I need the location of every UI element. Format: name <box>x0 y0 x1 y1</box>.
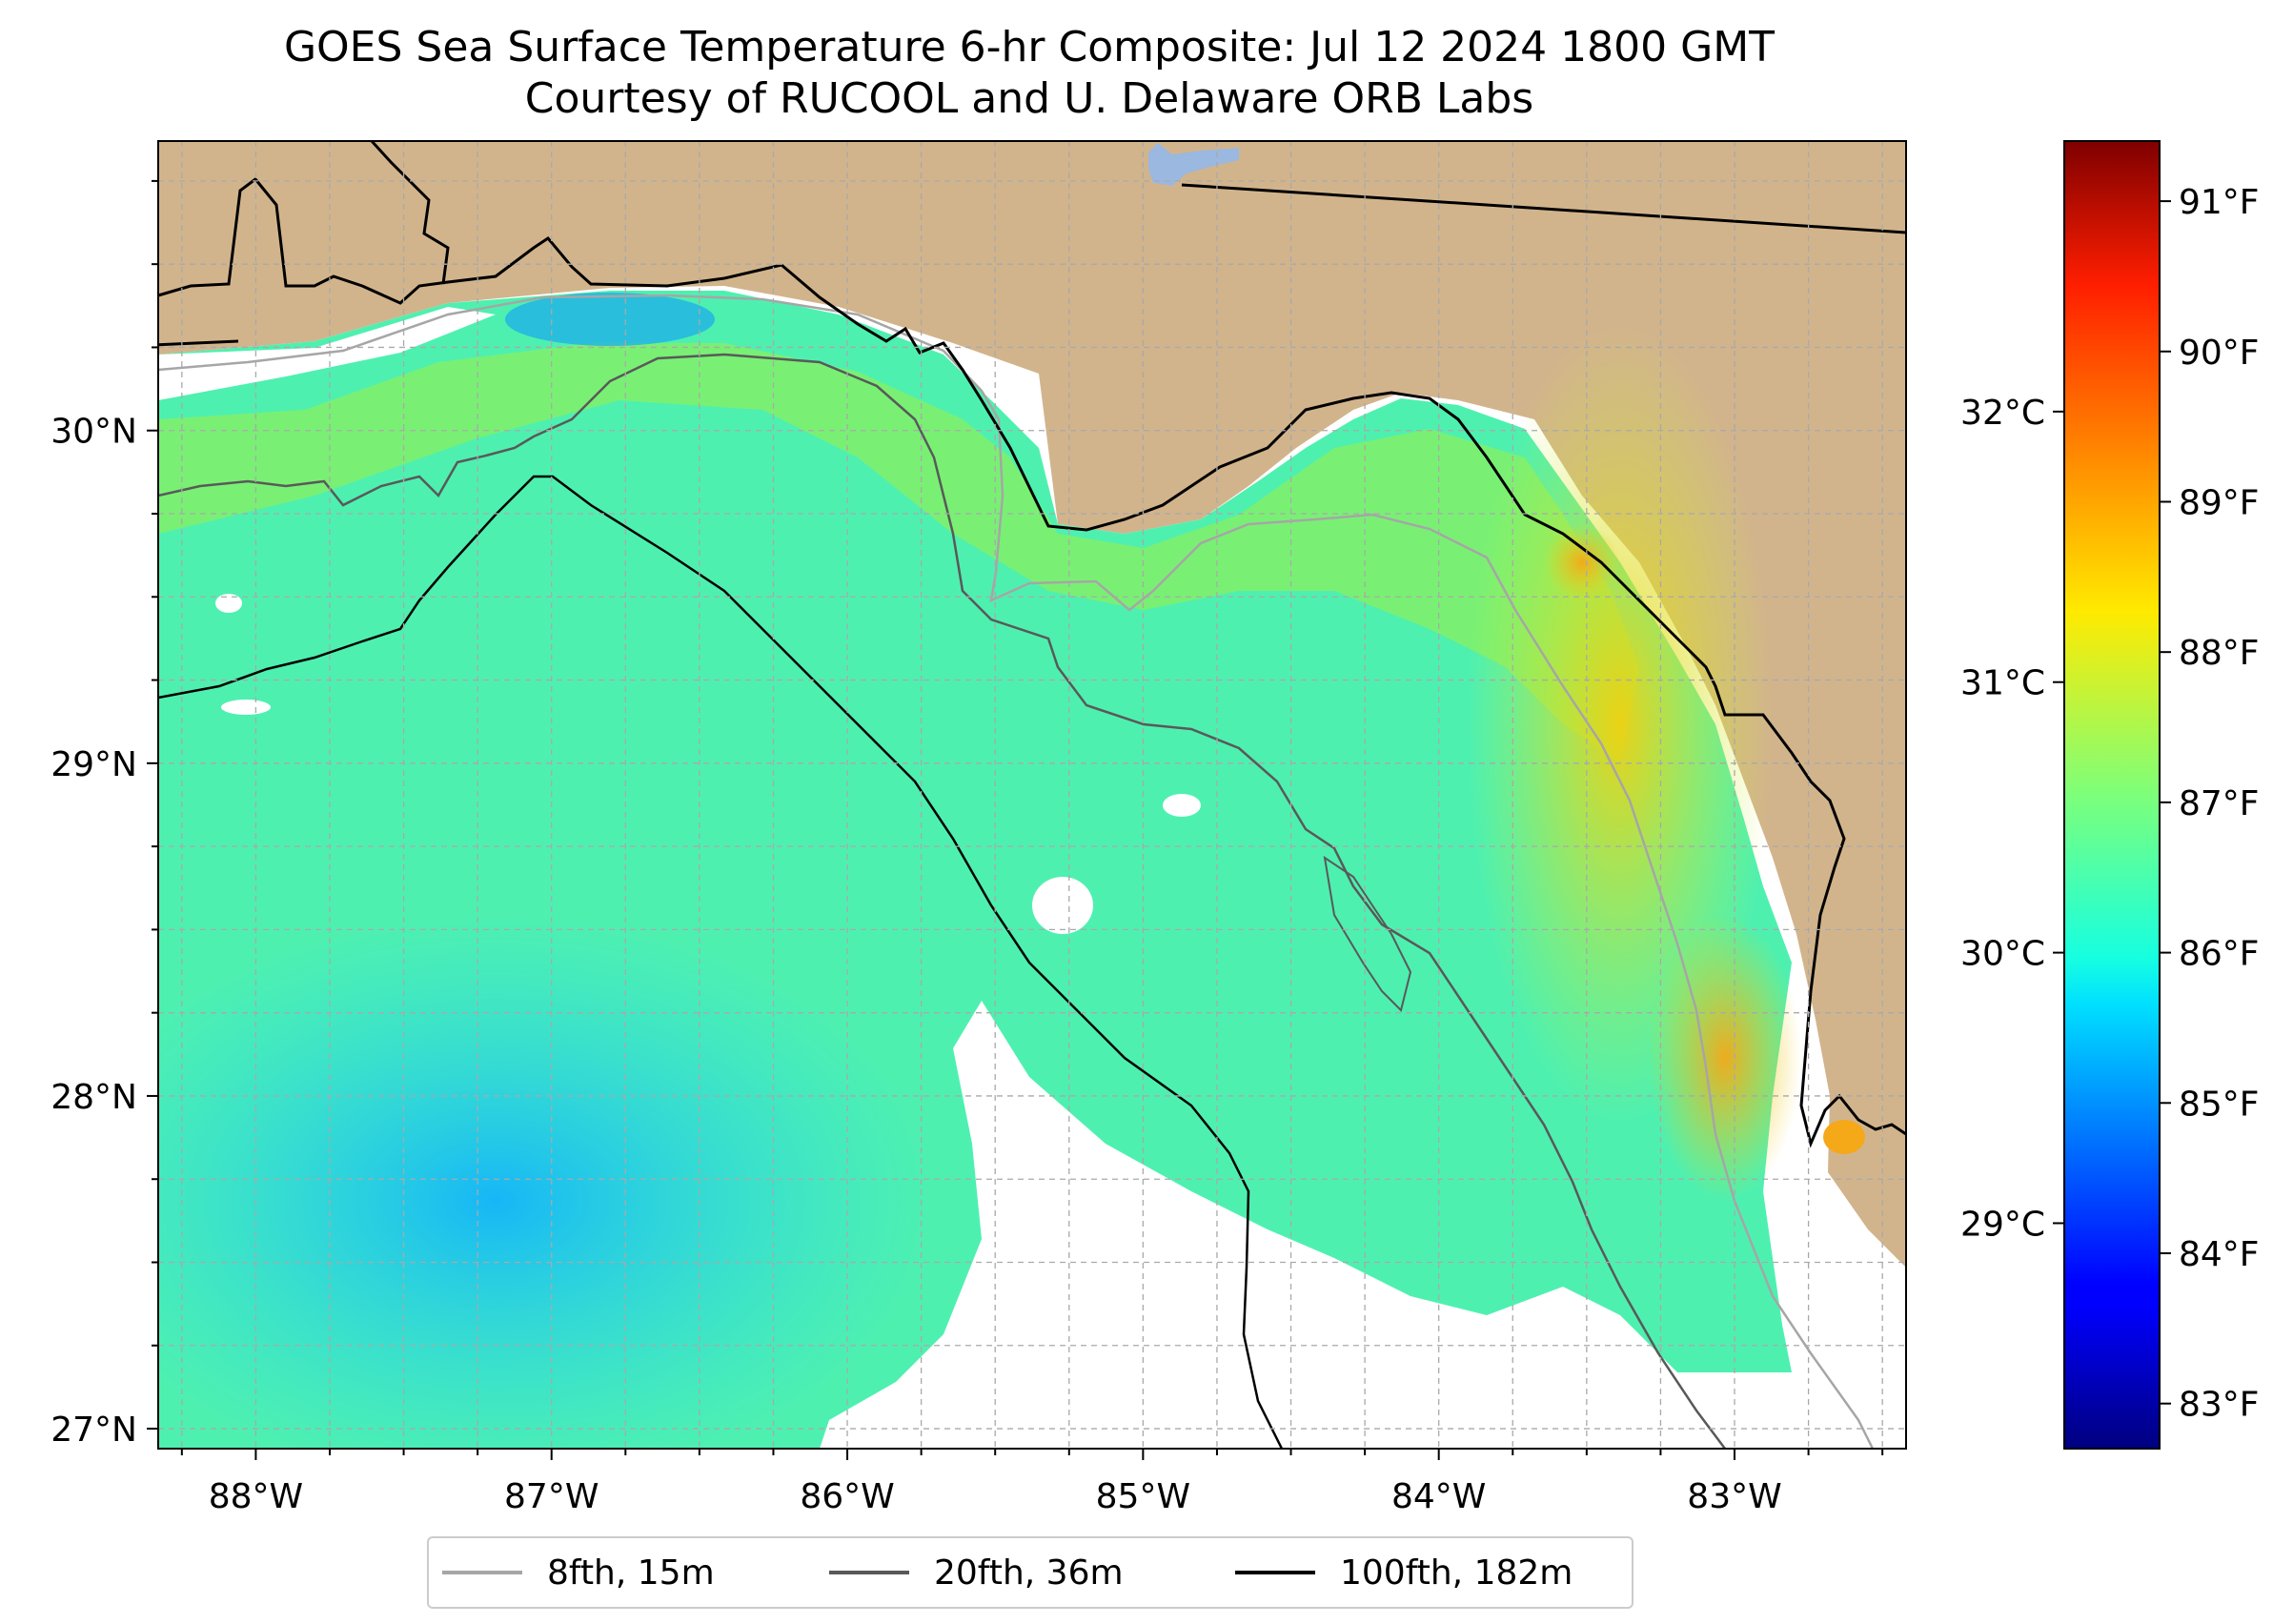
colorbar-f-label: 89°F <box>2179 483 2260 522</box>
map-frame <box>157 140 1907 1450</box>
coastline <box>158 176 1906 1148</box>
legend-label: 100fth, 182m <box>1340 1553 1573 1593</box>
warm-area-cedar-key <box>1649 915 1801 1201</box>
colorbar-f-label: 86°F <box>2179 935 2260 974</box>
legend-label: 20fth, 36m <box>934 1553 1124 1593</box>
legend: 8fth, 15m 20fth, 36m 100fth, 182m <box>427 1536 1634 1609</box>
legend-swatch <box>1235 1571 1315 1574</box>
legend-label: 8fth, 15m <box>547 1553 715 1593</box>
colorbar-c-label: 29°C <box>1960 1205 2045 1244</box>
cool-area-southwest <box>158 915 934 1449</box>
colorbar-f-label: 88°F <box>2179 634 2260 673</box>
depth-contour-100fth <box>158 475 1284 1449</box>
lat-tick-label: 27°N <box>51 1411 137 1450</box>
depth-contour-20fth <box>158 353 1726 1449</box>
colorbar-c-label: 30°C <box>1960 935 2045 974</box>
sst-coastal-band <box>158 343 1639 762</box>
colorbar-f-label: 84°F <box>2179 1235 2260 1274</box>
gridlines <box>158 141 1906 1449</box>
lon-tick-label: 83°W <box>1687 1477 1781 1516</box>
no-data-patch <box>221 700 271 715</box>
warm-area-apalachee <box>1544 524 1620 600</box>
lon-tick-label: 87°W <box>504 1477 599 1516</box>
state-boundary <box>158 339 239 347</box>
lon-tick-label: 84°W <box>1391 1477 1486 1516</box>
lake-seminole <box>1148 143 1239 186</box>
lat-tick-label: 29°N <box>51 745 137 784</box>
legend-swatch <box>829 1571 909 1574</box>
lon-tick-label: 85°W <box>1096 1477 1190 1516</box>
colorbar-f-label: 83°F <box>2179 1386 2260 1425</box>
warm-area-tampa <box>1823 1120 1865 1154</box>
legend-item-8fth: 8fth, 15m <box>442 1538 715 1607</box>
state-boundary <box>1181 183 1906 234</box>
lat-tick-label: 28°N <box>51 1078 137 1117</box>
legend-item-100fth: 100fth, 182m <box>1235 1538 1573 1607</box>
legend-item-20fth: 20fth, 36m <box>829 1538 1124 1607</box>
no-data-patch <box>1032 877 1093 934</box>
lon-tick-label: 88°W <box>209 1477 303 1516</box>
lat-tick-label: 30°N <box>51 413 137 452</box>
colorbar-f-label: 91°F <box>2179 183 2260 222</box>
lon-tick-label: 86°W <box>800 1477 894 1516</box>
map-title-line2: Courtesy of RUCOOL and U. Delaware ORB L… <box>524 74 1534 123</box>
cool-area-nearshore <box>505 293 715 346</box>
no-data-patch <box>1163 794 1201 817</box>
colorbar-c-label: 32°C <box>1960 394 2045 433</box>
map-title-line1: GOES Sea Surface Temperature 6-hr Compos… <box>283 23 1776 71</box>
depth-contour-detail <box>1323 855 1412 1012</box>
depth-contour-8fth <box>158 294 1875 1449</box>
state-boundary <box>370 141 450 285</box>
colorbar-f-label: 87°F <box>2179 784 2260 823</box>
colorbar-ticks: 83°F 84°F 85°F 86°F 87°F 88°F 89°F 90°F 91°F 29°C… <box>1960 183 2259 1425</box>
colorbar <box>2063 140 2161 1450</box>
colorbar-c-label: 31°C <box>1960 664 2045 703</box>
axis-ticks: 88°W 87°W 86°W 85°W 84°W 83°W 27°N 28°N 29°N 30°N <box>51 179 1884 1516</box>
legend-swatch <box>442 1571 522 1574</box>
colorbar-f-label: 85°F <box>2179 1085 2260 1124</box>
colorbar-f-label: 90°F <box>2179 334 2260 373</box>
no-data-patch <box>215 594 242 613</box>
